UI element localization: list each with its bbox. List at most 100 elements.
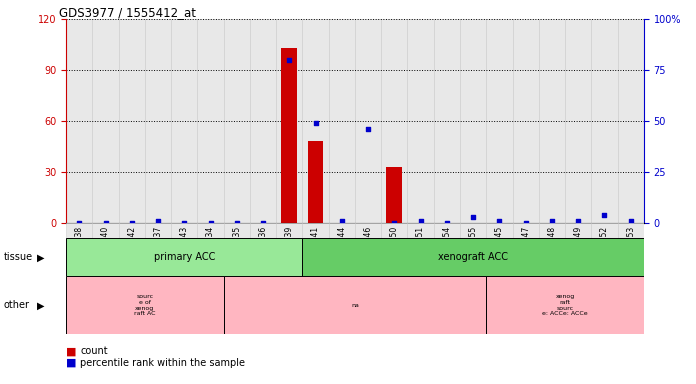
Bar	[66, 276, 223, 334]
Bar	[303, 19, 329, 223]
Text: sourc
e of
xenog
raft AC: sourc e of xenog raft AC	[134, 294, 156, 316]
Bar	[223, 223, 250, 282]
Point	[310, 120, 321, 126]
Text: GSM718448: GSM718448	[547, 226, 556, 272]
Point	[152, 218, 164, 224]
Text: GSM718455: GSM718455	[468, 226, 477, 272]
Text: GSM718454: GSM718454	[443, 226, 452, 272]
Bar	[381, 19, 407, 223]
Bar	[66, 19, 93, 223]
Bar	[118, 19, 145, 223]
Text: ■: ■	[66, 358, 77, 368]
Text: GSM718447: GSM718447	[521, 226, 530, 272]
Bar	[381, 223, 407, 282]
Text: GSM718440: GSM718440	[101, 226, 110, 272]
Text: tissue: tissue	[3, 252, 33, 262]
Bar	[434, 19, 460, 223]
Point	[74, 220, 85, 226]
Text: GSM718451: GSM718451	[416, 226, 425, 272]
Bar	[198, 19, 223, 223]
Bar	[460, 223, 487, 282]
Point	[126, 220, 137, 226]
Bar	[303, 238, 644, 276]
Bar	[198, 223, 223, 282]
Bar	[460, 19, 487, 223]
Point	[336, 218, 347, 224]
Point	[441, 220, 452, 226]
Point	[231, 220, 242, 226]
Bar	[355, 19, 381, 223]
Point	[179, 220, 190, 226]
Point	[520, 220, 531, 226]
Text: GSM718446: GSM718446	[363, 226, 372, 272]
Text: GSM718445: GSM718445	[495, 226, 504, 272]
Text: GSM718434: GSM718434	[206, 226, 215, 272]
Bar	[512, 223, 539, 282]
Text: count: count	[80, 346, 108, 356]
Bar	[66, 223, 93, 282]
Text: GSM718449: GSM718449	[574, 226, 583, 272]
Text: GSM718435: GSM718435	[232, 226, 242, 272]
Bar	[407, 223, 434, 282]
Point	[415, 218, 426, 224]
Point	[494, 218, 505, 224]
Text: other: other	[3, 300, 29, 310]
Bar	[592, 223, 617, 282]
Text: GSM718450: GSM718450	[390, 226, 399, 272]
Bar	[250, 223, 276, 282]
Bar	[386, 167, 402, 223]
Bar	[281, 48, 297, 223]
Text: xenograft ACC: xenograft ACC	[438, 252, 508, 262]
Bar	[487, 19, 512, 223]
Bar	[512, 19, 539, 223]
Bar	[250, 19, 276, 223]
Bar	[308, 141, 324, 223]
Text: ▶: ▶	[37, 252, 44, 262]
Bar	[329, 223, 355, 282]
Text: na: na	[351, 303, 359, 308]
Point	[573, 218, 584, 224]
Point	[284, 57, 295, 63]
Text: ▶: ▶	[37, 300, 44, 310]
Point	[625, 218, 636, 224]
Bar	[276, 223, 303, 282]
Bar	[223, 276, 487, 334]
Bar	[617, 19, 644, 223]
Bar	[93, 223, 118, 282]
Bar	[223, 19, 250, 223]
Bar	[617, 223, 644, 282]
Text: GSM718444: GSM718444	[338, 226, 347, 272]
Text: GSM718442: GSM718442	[127, 226, 136, 272]
Text: GSM718436: GSM718436	[258, 226, 267, 272]
Text: GDS3977 / 1555412_at: GDS3977 / 1555412_at	[59, 6, 196, 19]
Point	[205, 220, 216, 226]
Bar	[145, 19, 171, 223]
Bar	[329, 19, 355, 223]
Bar	[434, 223, 460, 282]
Point	[546, 218, 557, 224]
Bar	[592, 19, 617, 223]
Bar	[355, 223, 381, 282]
Text: GSM718438: GSM718438	[74, 226, 84, 272]
Bar	[171, 19, 198, 223]
Point	[100, 220, 111, 226]
Point	[258, 220, 269, 226]
Bar	[118, 223, 145, 282]
Point	[599, 212, 610, 218]
Text: xenog
raft
sourc
e: ACCe: ACCe: xenog raft sourc e: ACCe: ACCe	[542, 294, 588, 316]
Bar	[565, 19, 592, 223]
Bar	[93, 19, 118, 223]
Text: primary ACC: primary ACC	[154, 252, 215, 262]
Text: GSM718443: GSM718443	[180, 226, 189, 272]
Bar	[539, 223, 565, 282]
Bar	[303, 223, 329, 282]
Text: ■: ■	[66, 346, 77, 356]
Point	[389, 220, 400, 226]
Text: GSM718452: GSM718452	[600, 226, 609, 272]
Bar	[66, 238, 303, 276]
Bar	[171, 223, 198, 282]
Bar	[487, 276, 644, 334]
Text: GSM718453: GSM718453	[626, 226, 635, 272]
Bar	[407, 19, 434, 223]
Point	[363, 126, 374, 132]
